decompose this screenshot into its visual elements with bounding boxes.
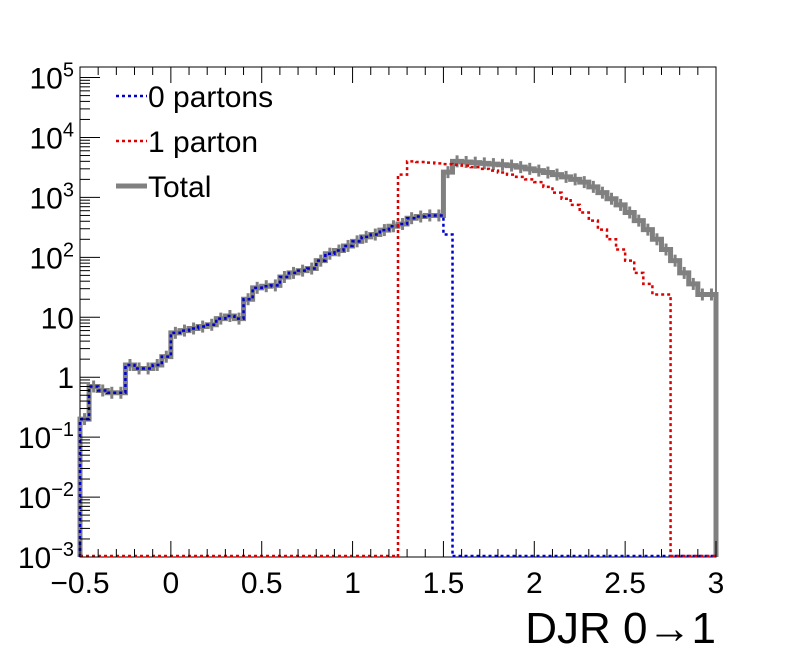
x-tick-label: 1 <box>344 567 361 600</box>
x-tick-label: 3 <box>708 567 725 600</box>
series-0-partons-line <box>78 214 454 557</box>
y-tick-label: 10−2 <box>18 479 74 515</box>
y-tick-label: 10−1 <box>18 419 74 455</box>
y-tick-label: 1 <box>57 362 74 395</box>
y-tick-label: 102 <box>30 239 75 275</box>
x-tick-label: 0.5 <box>241 567 283 600</box>
legend-label-0-partons: 0 partons <box>148 81 273 114</box>
y-tick-label: 10 <box>41 302 74 335</box>
legend: 0 partons 1 parton Total <box>116 81 273 204</box>
y-tick-label: 104 <box>30 119 75 155</box>
x-tick-label: 2 <box>526 567 543 600</box>
y-tick-label: 105 <box>30 60 75 96</box>
x-axis-title: DJR 0→1 <box>525 604 716 653</box>
x-tick-label: −0.5 <box>50 567 109 600</box>
x-tick-label: 1.5 <box>423 567 465 600</box>
legend-label-total: Total <box>148 171 211 204</box>
y-tick-label: 103 <box>30 179 75 215</box>
axis-layer: −0.5 0 0.5 1 1.5 2 2.5 3 10−3 10−2 10−1 1 10 102 103 10… <box>18 60 725 600</box>
legend-label-1-parton: 1 parton <box>148 126 258 159</box>
x-tick-label: 0 <box>163 567 180 600</box>
x-tick-label: 2.5 <box>604 567 646 600</box>
y-tick-label: 10−3 <box>18 539 74 575</box>
series-layer <box>77 155 719 558</box>
